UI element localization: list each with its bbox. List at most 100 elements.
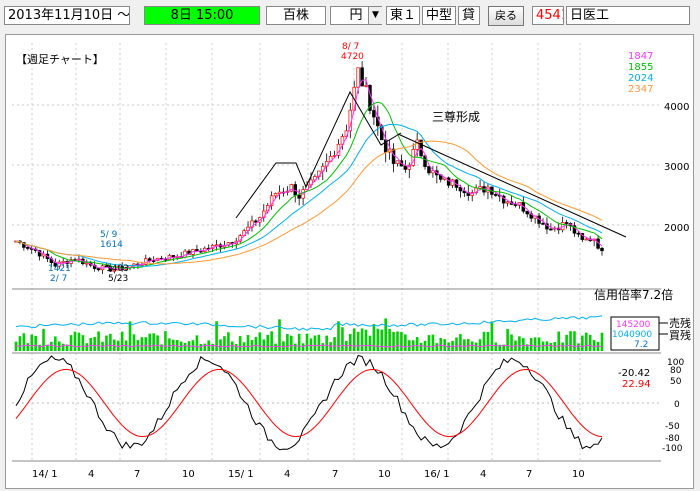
high1-value: 1614: [100, 240, 123, 250]
low2-date: 5/23: [108, 274, 128, 284]
volume-bar: [321, 343, 325, 351]
time-field[interactable]: 8日 15:00: [144, 6, 260, 25]
volume-bar: [533, 337, 537, 351]
volume-bar: [69, 335, 73, 351]
ma-line: [15, 79, 603, 270]
volume-bar: [573, 331, 576, 351]
candle-body: [96, 268, 101, 271]
candle-body: [37, 250, 42, 257]
volume-bar: [89, 337, 93, 351]
volume-bar: [227, 332, 230, 351]
volume-bar: [199, 344, 203, 351]
x-axis-label: 10: [572, 469, 585, 480]
volume-bar: [486, 331, 490, 351]
volume-bar: [313, 335, 317, 351]
volume-bar: [301, 343, 305, 351]
volume-bar: [81, 335, 85, 351]
volume-bar: [388, 328, 391, 351]
volume-bar: [286, 333, 289, 351]
candle-body: [494, 194, 498, 196]
volume-bar: [431, 334, 435, 351]
date-field[interactable]: 2013年11月10日 ～: [4, 6, 130, 25]
back-button[interactable]: 戻る: [488, 6, 524, 26]
chevron-down-icon[interactable]: ▼: [368, 7, 382, 24]
stock-code[interactable]: 4541: [532, 6, 564, 25]
volume-bar: [297, 333, 301, 351]
grid: [12, 43, 661, 462]
volume-bar: [309, 338, 313, 351]
volume-bar: [183, 342, 187, 351]
candle-body: [116, 266, 121, 271]
ma-line: [15, 140, 603, 265]
volume-bar: [105, 335, 108, 351]
volume-bar: [352, 328, 356, 351]
ma-label-2: 1855: [628, 62, 653, 73]
candle-body: [85, 262, 89, 265]
osc-line-red: [15, 368, 603, 438]
low1-date: 2/ 7: [50, 274, 67, 284]
volume-bar: [506, 328, 509, 351]
candle-body: [147, 258, 152, 261]
high1-date: 5/ 9: [100, 230, 118, 240]
candle-body: [297, 194, 301, 199]
volume-bar: [525, 344, 529, 351]
volume-bar: [360, 328, 364, 351]
candle-body: [183, 250, 187, 258]
volume-bar: [219, 339, 222, 351]
volume-bar: [482, 331, 486, 351]
osc-tick-0: 0: [674, 400, 680, 410]
candle-body: [505, 201, 510, 204]
loan-field: 貸: [458, 6, 480, 25]
volume-bar: [270, 331, 273, 351]
candle-body: [57, 261, 62, 267]
volume-bar: [195, 335, 199, 351]
volume-bar: [537, 337, 541, 351]
volume-bar: [407, 340, 411, 351]
volume-bar: [439, 337, 443, 351]
x-axis-label: 4: [284, 469, 290, 480]
x-axis-label: 7: [134, 469, 140, 480]
x-axis-label: 7: [526, 469, 532, 480]
volume-bars: [14, 315, 604, 351]
volume-bar: [494, 342, 498, 351]
sell-value: 145200: [616, 320, 651, 330]
volume-bar: [466, 339, 470, 351]
candle-body: [478, 186, 482, 189]
volume-bar: [144, 337, 148, 351]
volume-bar: [164, 331, 167, 351]
candle-body: [549, 228, 553, 231]
volume-bar: [46, 344, 49, 351]
buy-label: 買残: [669, 328, 691, 342]
volume-bar: [116, 340, 120, 351]
price-tick-2000: 2000: [664, 223, 689, 234]
volume-bar: [325, 335, 328, 351]
volume-bar: [54, 336, 57, 351]
chart-canvas: 【週足チャート】 三尊形成 1847 1855 2024 2347 4000 3…: [12, 42, 691, 480]
resistance-line: [397, 133, 627, 238]
volume-bar: [510, 334, 513, 351]
volume-bar: [372, 324, 376, 351]
volume-bar: [581, 335, 584, 351]
candle-body: [564, 222, 569, 224]
volume-bar: [73, 331, 77, 351]
volume-bar: [61, 343, 65, 351]
candle-body: [584, 238, 589, 241]
x-axis-label: 7: [332, 469, 338, 480]
osc-tick-m100: -100: [662, 444, 683, 454]
volume-bar: [234, 344, 238, 351]
osc-tick-m50: -50: [665, 422, 680, 432]
candle-body: [112, 269, 117, 272]
low2-value: 1403: [106, 264, 129, 274]
volume-bar: [529, 338, 533, 351]
margin-box: [610, 316, 660, 351]
volume-bar: [50, 341, 53, 351]
volume-bar: [65, 344, 69, 351]
candle-body: [501, 195, 506, 204]
candle-body: [364, 85, 368, 87]
oscillator: [15, 354, 603, 451]
volume-bar: [258, 332, 262, 351]
volume-bar: [109, 333, 112, 351]
ma-line: [15, 123, 603, 267]
candle-body: [541, 223, 545, 225]
volume-bar: [278, 319, 281, 351]
